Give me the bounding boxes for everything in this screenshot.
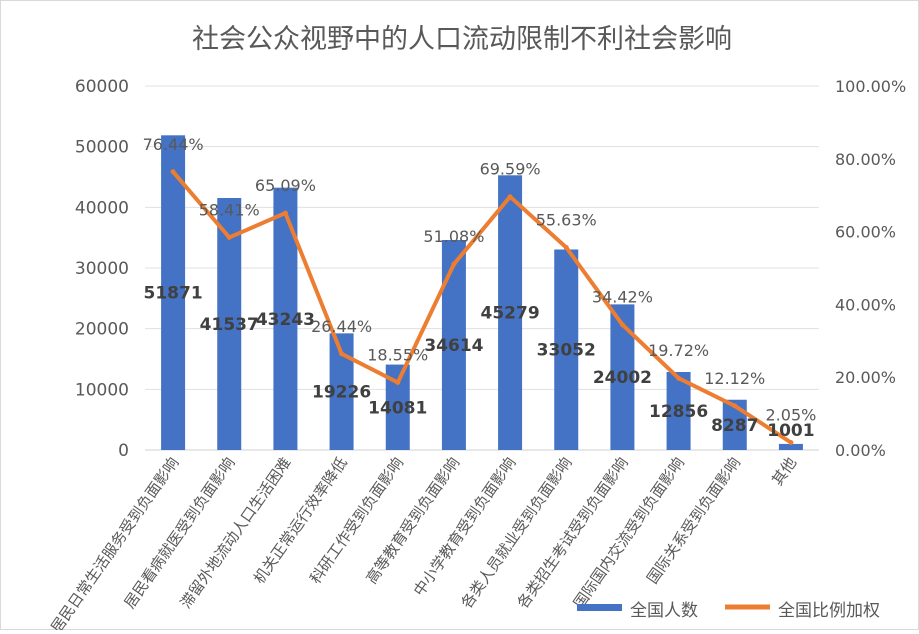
left-axis-tick-label: 10000	[75, 380, 129, 400]
bar	[217, 198, 242, 450]
right-axis-tick-label: 40.00%	[835, 295, 896, 314]
bar-data-label: 41537	[200, 315, 259, 335]
line-data-label: 12.12%	[704, 369, 765, 388]
bar	[778, 443, 803, 450]
bar-data-label: 19226	[312, 383, 371, 403]
left-y-axis: 0 10000 20000 30000 40000 50000 60000	[75, 77, 129, 461]
left-axis-tick-label: 20000	[75, 320, 129, 340]
right-axis-tick-label: 80.00%	[835, 150, 896, 169]
legend-swatch-bar	[577, 604, 622, 611]
bar	[161, 135, 186, 451]
line-data-label: 26.44%	[311, 317, 372, 336]
line-point	[619, 322, 625, 328]
legend: 全国人数 全国比例加权	[577, 601, 880, 621]
line-point	[563, 245, 569, 251]
bar-data-label: 34614	[424, 336, 483, 356]
bar-data-label: 24002	[593, 368, 652, 388]
line-point	[732, 403, 738, 409]
right-axis-tick-label: 60.00%	[835, 223, 896, 242]
bar	[498, 175, 523, 450]
legend-label-bar: 全国人数	[630, 601, 698, 621]
line-data-label: 51.08%	[423, 227, 484, 246]
gridlines	[145, 85, 819, 451]
line-data-label: 69.59%	[480, 160, 541, 179]
right-y-axis: 0.00% 20.00% 40.00% 60.00% 80.00% 100.00%	[835, 77, 906, 460]
right-axis-tick-label: 20.00%	[835, 368, 896, 387]
left-axis-tick-label: 0	[118, 441, 129, 461]
bar-data-label: 14081	[368, 398, 427, 418]
left-axis-tick-label: 40000	[75, 198, 129, 218]
line-point	[170, 169, 176, 175]
line-data-labels: 76.44% 58.41% 65.09% 26.44% 18.55% 51.08% 69.5…	[143, 135, 817, 425]
bar-data-label: 45279	[481, 304, 540, 324]
line-data-label: 65.09%	[255, 176, 316, 195]
line-point	[676, 375, 682, 381]
line-data-label: 19.72%	[648, 341, 709, 360]
right-axis-tick-label: 100.00%	[835, 77, 906, 96]
line-data-label: 55.63%	[536, 211, 597, 230]
line-point	[395, 379, 401, 385]
line-point	[226, 234, 232, 240]
right-axis-tick-label: 0.00%	[835, 441, 886, 460]
left-axis-tick-label: 50000	[75, 138, 129, 158]
bar	[441, 240, 466, 450]
bar-data-label: 33052	[537, 341, 596, 361]
bar-data-label: 8287	[711, 416, 758, 436]
line-data-label: 58.41%	[199, 200, 260, 219]
bar	[666, 372, 691, 450]
bar-data-label: 43243	[256, 310, 315, 330]
line-data-label: 2.05%	[766, 406, 817, 425]
legend-label-line: 全国比例加权	[778, 601, 880, 621]
left-axis-tick-label: 60000	[75, 77, 129, 97]
line-point	[339, 351, 345, 357]
bar-data-label: 51871	[144, 284, 203, 304]
line-data-label: 76.44%	[143, 135, 204, 154]
bar-data-label: 12856	[649, 402, 708, 422]
left-axis-tick-label: 30000	[75, 259, 129, 279]
line-data-label: 18.55%	[367, 345, 428, 364]
chart-title: 社会公众视野中的人口流动限制不利社会影响	[192, 24, 732, 55]
line-series-national-weighted-ratio	[170, 169, 794, 446]
line-point	[788, 440, 794, 446]
line-point	[507, 194, 513, 200]
bar-data-label: 1001	[767, 421, 814, 441]
line-data-label: 34.42%	[592, 288, 653, 307]
line-point	[282, 210, 288, 216]
series-line	[171, 169, 793, 445]
bar	[554, 249, 579, 450]
bar	[610, 304, 635, 450]
line-point	[451, 261, 457, 267]
